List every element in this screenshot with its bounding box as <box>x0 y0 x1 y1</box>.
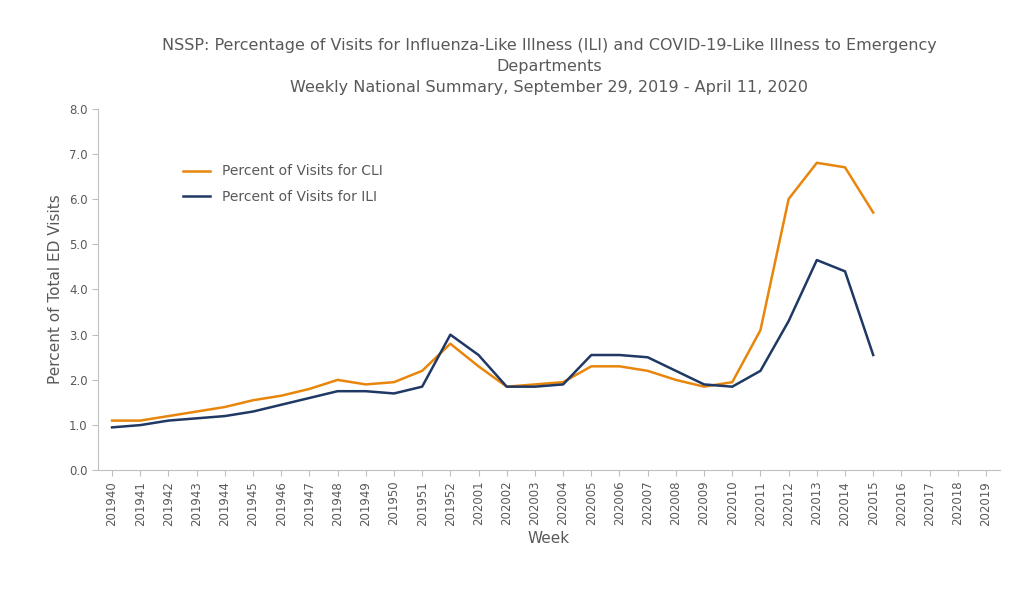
Percent of Visits for CLI <box>755 327 767 334</box>
Percent of Visits for ILI <box>613 352 626 359</box>
Percent of Visits for CLI <box>246 397 259 404</box>
Percent of Visits for ILI <box>191 415 203 422</box>
Percent of Visits for ILI <box>303 394 315 402</box>
Percent of Visits for ILI <box>106 424 119 431</box>
Percent of Visits for CLI <box>472 363 485 370</box>
Percent of Visits for ILI <box>670 367 683 374</box>
Percent of Visits for ILI <box>755 367 767 374</box>
Percent of Visits for ILI <box>444 331 457 338</box>
Percent of Visits for ILI <box>162 417 174 425</box>
Percent of Visits for ILI <box>641 353 654 361</box>
Percent of Visits for CLI <box>726 379 738 386</box>
Percent of Visits for CLI <box>529 381 541 388</box>
Percent of Visits for ILI <box>698 381 710 388</box>
Percent of Visits for CLI <box>134 417 146 425</box>
Percent of Visits for ILI <box>275 401 288 408</box>
Percent of Visits for CLI <box>670 376 683 384</box>
Percent of Visits for ILI <box>219 412 231 420</box>
Percent of Visits for CLI <box>783 195 795 203</box>
Percent of Visits for ILI <box>360 388 372 395</box>
Percent of Visits for ILI <box>586 352 598 359</box>
Percent of Visits for ILI <box>726 383 738 390</box>
Percent of Visits for CLI <box>810 159 823 166</box>
Percent of Visits for ILI <box>331 388 343 395</box>
Title: NSSP: Percentage of Visits for Influenza-Like Illness (ILI) and COVID-19-Like Il: NSSP: Percentage of Visits for Influenza… <box>162 38 936 95</box>
Percent of Visits for CLI <box>191 408 203 415</box>
Percent of Visits for CLI <box>275 392 288 399</box>
Percent of Visits for CLI <box>219 403 231 411</box>
Percent of Visits for ILI <box>529 383 541 390</box>
Percent of Visits for ILI <box>867 352 879 359</box>
Percent of Visits for ILI <box>246 408 259 415</box>
Percent of Visits for CLI <box>613 363 626 370</box>
Percent of Visits for CLI <box>360 381 372 388</box>
Percent of Visits for CLI <box>586 363 598 370</box>
Percent of Visits for ILI <box>134 421 146 429</box>
Line: Percent of Visits for CLI: Percent of Visits for CLI <box>112 163 873 421</box>
Percent of Visits for CLI <box>303 385 315 393</box>
Percent of Visits for CLI <box>698 383 710 390</box>
Percent of Visits for ILI <box>500 383 512 390</box>
Percent of Visits for ILI <box>810 256 823 264</box>
Percent of Visits for ILI <box>839 268 852 275</box>
Y-axis label: Percent of Total ED Visits: Percent of Total ED Visits <box>48 195 63 384</box>
Percent of Visits for CLI <box>867 209 879 216</box>
Percent of Visits for CLI <box>331 376 343 384</box>
Percent of Visits for ILI <box>557 381 569 388</box>
Line: Percent of Visits for ILI: Percent of Visits for ILI <box>112 260 873 428</box>
Percent of Visits for CLI <box>388 379 400 386</box>
Percent of Visits for ILI <box>415 383 428 390</box>
Percent of Visits for CLI <box>839 163 852 171</box>
X-axis label: Week: Week <box>528 531 570 546</box>
Percent of Visits for CLI <box>557 379 569 386</box>
Percent of Visits for ILI <box>472 352 485 359</box>
Percent of Visits for ILI <box>388 390 400 397</box>
Percent of Visits for ILI <box>783 317 795 324</box>
Percent of Visits for CLI <box>500 383 512 390</box>
Percent of Visits for CLI <box>162 412 174 420</box>
Percent of Visits for CLI <box>641 367 654 374</box>
Percent of Visits for CLI <box>415 367 428 374</box>
Percent of Visits for CLI <box>444 340 457 347</box>
Legend: Percent of Visits for CLI, Percent of Visits for ILI: Percent of Visits for CLI, Percent of Vi… <box>177 159 388 209</box>
Percent of Visits for CLI <box>106 417 119 425</box>
